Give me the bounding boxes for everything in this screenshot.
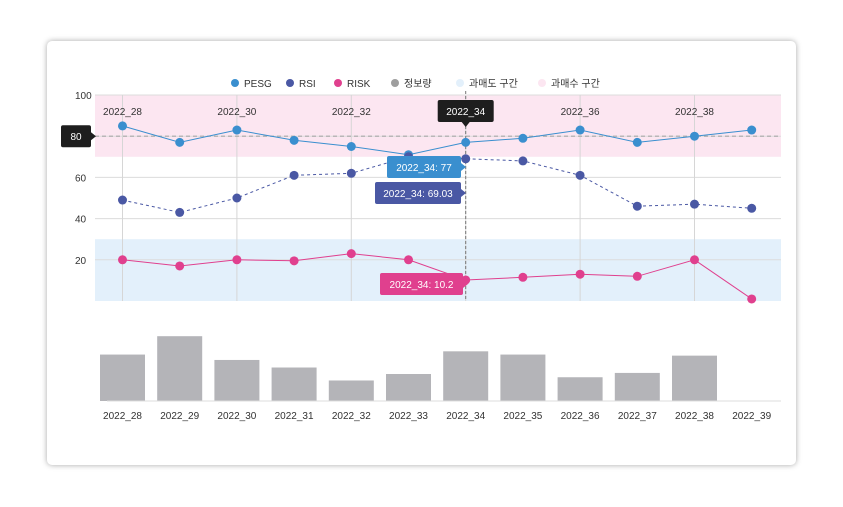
legend-label-4: 과매도 구간 (469, 78, 518, 90)
bottom-x-tick-label: 2022_34 (446, 411, 485, 422)
point-risk[interactable] (632, 271, 642, 281)
point-pesg[interactable] (289, 135, 299, 145)
tooltip-box-rsi (375, 182, 461, 204)
y-tick-label: 100 (75, 91, 92, 102)
info-bar[interactable] (100, 354, 145, 401)
chart: 20 40 60 100 2022_28 2022_30 2022_32 2022_36 202… (61, 78, 781, 422)
point-risk[interactable] (118, 255, 127, 265)
point-pesg[interactable] (632, 137, 642, 147)
info-bar[interactable] (614, 372, 660, 401)
info-bar[interactable] (157, 336, 203, 401)
point-rsi[interactable] (518, 156, 528, 166)
point-pesg[interactable] (232, 125, 242, 135)
bottom-x-tick-label: 2022_29 (160, 411, 199, 422)
legend-label-5: 과매수 구간 (551, 78, 600, 90)
bottom-x-tick-label: 2022_30 (217, 411, 256, 422)
point-risk[interactable] (747, 294, 757, 304)
point-risk[interactable] (232, 255, 242, 265)
bottom-x-tick-label: 2022_36 (561, 411, 600, 422)
bottom-x-tick-label: 2022_32 (332, 411, 371, 422)
point-rsi[interactable] (632, 201, 642, 211)
point-pesg[interactable] (747, 125, 757, 135)
bottom-x-tick-label: 2022_31 (275, 411, 314, 422)
info-bar[interactable] (443, 351, 489, 401)
bottom-x-tick-label: 2022_28 (103, 411, 142, 422)
top-x-tick-label: 2022_36 (561, 107, 600, 118)
legend-label-3: 정보량 (404, 78, 432, 90)
point-pesg[interactable] (118, 121, 127, 131)
legend-label-2: RISK (347, 79, 371, 90)
info-bar[interactable] (271, 367, 317, 401)
tooltip-text-rsi: 2022_34: 69.03 (383, 189, 453, 200)
tooltip-text-pesg: 2022_34: 77 (396, 163, 452, 174)
tooltip-text-risk: 2022_34: 10.2 (390, 280, 454, 291)
series-line-risk (122, 253, 752, 300)
tooltip-pointer-rsi (461, 189, 466, 197)
point-rsi[interactable] (575, 170, 585, 180)
legend-label-0: PESG (244, 79, 272, 90)
tooltip-pointer-risk (463, 280, 468, 288)
point-rsi[interactable] (690, 199, 699, 209)
info-bar[interactable] (500, 354, 546, 401)
y-tick-label: 40 (75, 215, 87, 226)
reference-line-label-box (61, 125, 91, 148)
bottom-x-tick-label: 2022_37 (618, 411, 657, 422)
hover-x-label: 2022_34 (446, 107, 485, 118)
bottom-x-tick-label: 2022_38 (675, 411, 714, 422)
y-tick-label: 20 (75, 256, 87, 267)
point-rsi[interactable] (289, 170, 299, 180)
hover-x-label-box (437, 100, 494, 122)
tooltip-pointer-pesg (461, 163, 466, 171)
point-pesg[interactable] (346, 142, 356, 151)
point-rsi[interactable] (346, 168, 356, 178)
point-rsi[interactable] (175, 207, 185, 217)
top-x-tick-label: 2022_30 (217, 107, 256, 118)
reference-line-label: 80 (70, 132, 82, 143)
point-rsi[interactable] (232, 193, 242, 203)
point-rsi[interactable] (461, 154, 471, 164)
bottom-x-tick-label: 2022_35 (503, 411, 542, 422)
reference-line-label-pointer (91, 132, 96, 141)
info-bar[interactable] (214, 359, 260, 401)
legend-marker-0 (231, 79, 239, 87)
legend-marker-3 (391, 79, 399, 87)
legend-marker-5 (538, 79, 546, 87)
point-rsi[interactable] (118, 195, 127, 205)
bottom-x-tick-label: 2022_33 (389, 411, 428, 422)
legend-label-1: RSI (299, 79, 316, 90)
point-risk[interactable] (346, 249, 356, 259)
point-pesg[interactable] (175, 137, 185, 147)
info-bar[interactable] (328, 380, 374, 401)
point-risk[interactable] (575, 269, 585, 279)
info-bar[interactable] (386, 374, 431, 401)
legend-marker-4 (456, 79, 464, 87)
bottom-x-tick-label: 2022_39 (732, 411, 771, 422)
point-risk[interactable] (518, 272, 528, 282)
info-bar[interactable] (672, 355, 717, 401)
series-line-pesg (122, 125, 752, 156)
point-pesg[interactable] (690, 131, 699, 141)
point-risk[interactable] (690, 255, 699, 265)
top-x-tick-label: 2022_32 (332, 107, 371, 118)
legend-marker-1 (286, 79, 294, 87)
point-pesg[interactable] (461, 137, 471, 147)
point-pesg[interactable] (518, 133, 528, 143)
point-risk[interactable] (289, 256, 299, 266)
info-bar[interactable] (557, 377, 603, 401)
hover-x-label-pointer (461, 122, 470, 127)
y-tick-label: 60 (75, 173, 87, 184)
chart-card: 20 40 60 100 2022_28 2022_30 2022_32 2022_36 202… (47, 41, 796, 465)
tooltip-box-risk (380, 273, 463, 295)
point-rsi[interactable] (747, 203, 757, 213)
point-risk[interactable] (404, 255, 413, 265)
tooltip-box-pesg (387, 156, 461, 178)
point-risk[interactable] (175, 261, 185, 271)
top-x-tick-label: 2022_28 (103, 107, 142, 118)
point-pesg[interactable] (575, 125, 585, 135)
legend-marker-2 (334, 79, 342, 87)
top-x-tick-label: 2022_38 (675, 107, 714, 118)
